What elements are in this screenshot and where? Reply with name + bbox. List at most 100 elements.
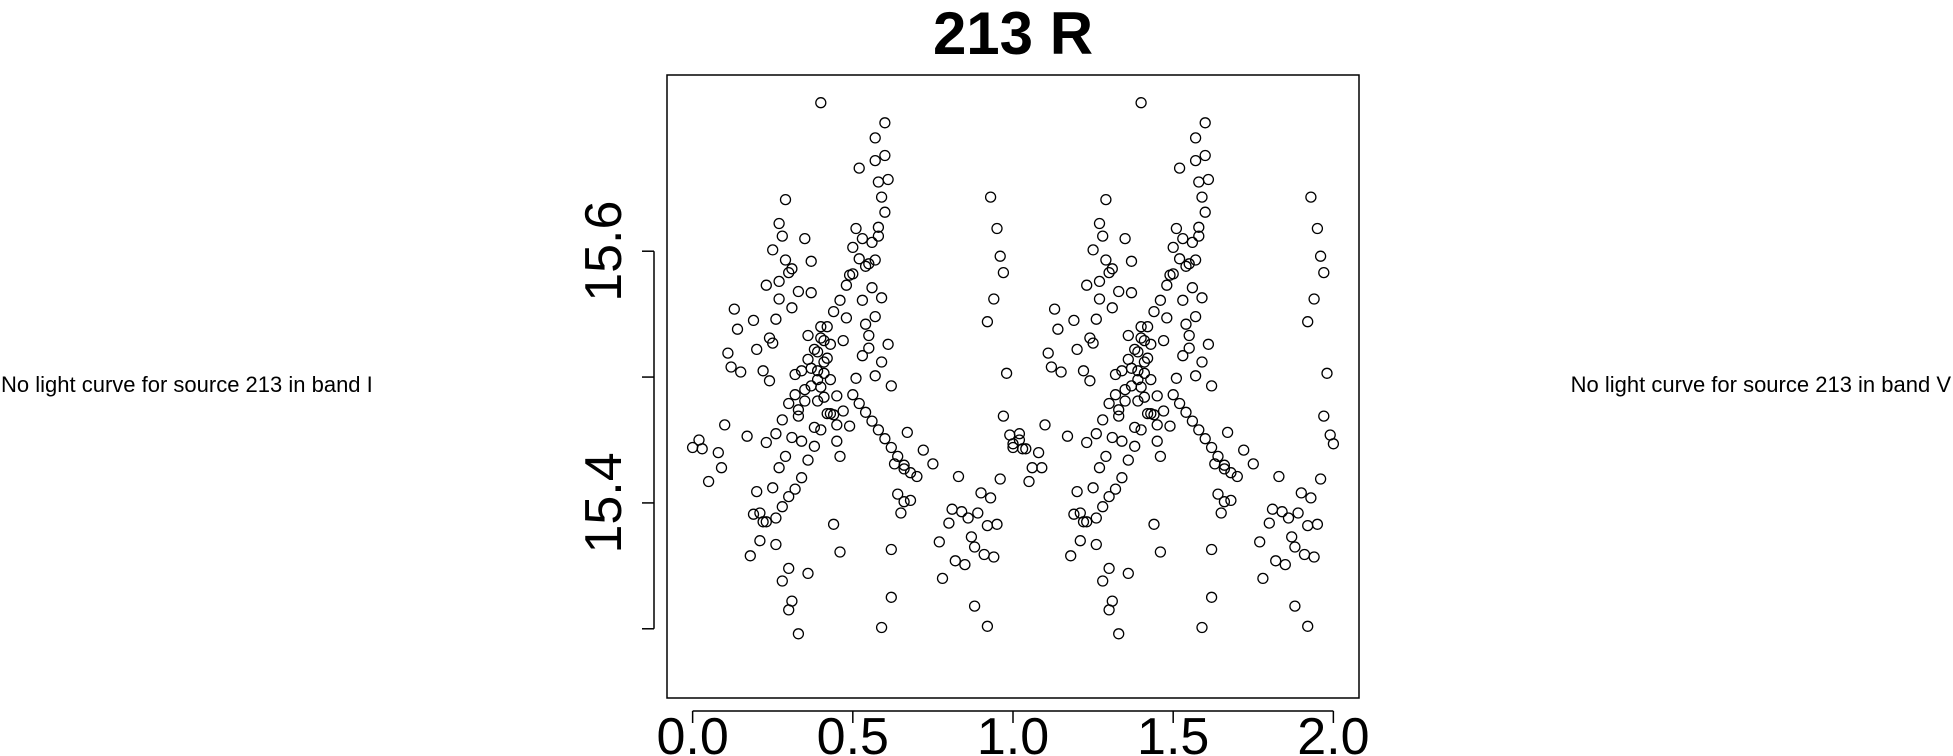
- data-point: [792, 404, 805, 416]
- data-point: [1314, 250, 1327, 262]
- data-point: [1100, 254, 1112, 266]
- data-point: [1205, 591, 1218, 603]
- data-point: [850, 372, 862, 384]
- data-point: [1093, 462, 1106, 474]
- data-point: [866, 415, 878, 427]
- data-point: [856, 294, 869, 306]
- data-point: [754, 535, 766, 547]
- data-point: [875, 292, 888, 304]
- data-point: [1186, 236, 1199, 249]
- data-point: [1135, 321, 1147, 333]
- data-point: [885, 441, 897, 454]
- data-point: [1135, 332, 1147, 344]
- data-point: [827, 518, 840, 530]
- data-points: [686, 97, 1340, 640]
- data-point: [802, 454, 814, 466]
- data-point: [1177, 232, 1189, 245]
- data-point: [1286, 531, 1298, 543]
- data-point: [1199, 433, 1211, 445]
- data-point: [799, 232, 811, 245]
- data-point: [751, 485, 763, 498]
- data-point: [1205, 543, 1218, 556]
- data-point: [751, 343, 763, 356]
- data-point: [1193, 424, 1205, 436]
- data-point: [1311, 518, 1324, 530]
- data-point: [783, 490, 795, 503]
- data-point: [840, 312, 853, 324]
- data-point: [1154, 450, 1167, 463]
- data-point: [1302, 620, 1314, 632]
- data-point: [1138, 334, 1151, 347]
- data-point: [1212, 450, 1224, 463]
- data-point: [1263, 517, 1275, 529]
- data-point: [789, 368, 801, 381]
- data-point: [815, 97, 827, 109]
- y-tick-label: 15.6: [575, 201, 633, 302]
- data-point: [1193, 221, 1205, 233]
- data-point: [805, 362, 817, 374]
- data-point: [722, 347, 734, 359]
- data-point: [1113, 628, 1125, 640]
- data-point: [741, 430, 753, 442]
- data-point: [1039, 419, 1051, 431]
- data-point: [1132, 365, 1144, 377]
- data-point: [1318, 266, 1330, 279]
- data-point: [1205, 441, 1218, 454]
- x-axis: 0.0 0.5 1.0 1.5 2.0: [656, 708, 1369, 756]
- data-point: [1148, 305, 1160, 318]
- data-point: [1007, 438, 1019, 450]
- data-point: [1311, 222, 1324, 235]
- data-point: [1036, 462, 1048, 474]
- data-point: [754, 507, 766, 519]
- data-point: [1145, 407, 1157, 420]
- data-point: [1231, 470, 1243, 483]
- data-point: [988, 293, 1000, 305]
- data-point: [1196, 356, 1208, 368]
- data-point: [1132, 373, 1144, 386]
- data-point: [1013, 428, 1026, 440]
- data-point: [1138, 391, 1151, 403]
- data-point: [1084, 332, 1096, 344]
- data-point: [853, 253, 865, 265]
- data-point: [1100, 193, 1112, 206]
- data-point: [869, 370, 881, 382]
- data-point: [981, 519, 994, 532]
- data-point: [763, 375, 776, 387]
- data-point: [949, 555, 961, 567]
- data-point: [1183, 258, 1195, 270]
- data-point: [1183, 329, 1195, 342]
- data-point: [927, 458, 939, 470]
- x-tick-label: 2.0: [1297, 708, 1369, 756]
- data-point: [856, 232, 869, 245]
- data-point: [853, 397, 865, 410]
- data-point: [879, 433, 891, 445]
- data-point: [1186, 415, 1199, 427]
- data-point: [805, 255, 817, 267]
- data-point: [1180, 406, 1192, 418]
- data-point: [984, 191, 997, 203]
- data-point: [1055, 366, 1067, 378]
- data-point: [1289, 600, 1301, 612]
- data-point: [1183, 342, 1195, 354]
- data-point: [1081, 516, 1093, 528]
- data-point: [802, 567, 814, 580]
- data-point: [1289, 541, 1301, 553]
- data-point: [1173, 397, 1186, 410]
- data-point: [773, 462, 785, 474]
- data-point: [795, 435, 808, 447]
- data-point: [811, 346, 824, 358]
- data-point: [901, 426, 913, 439]
- data-point: [831, 435, 843, 447]
- data-point: [1077, 365, 1090, 377]
- data-point: [712, 446, 724, 459]
- data-point: [1177, 294, 1189, 306]
- data-point: [1119, 232, 1131, 245]
- data-point: [972, 507, 984, 519]
- data-point: [917, 444, 929, 456]
- data-point: [763, 332, 776, 344]
- data-point: [824, 407, 837, 420]
- data-point: [869, 154, 881, 167]
- data-point: [994, 250, 1006, 262]
- chart-title: 213 R: [933, 0, 1093, 67]
- data-point: [779, 450, 792, 463]
